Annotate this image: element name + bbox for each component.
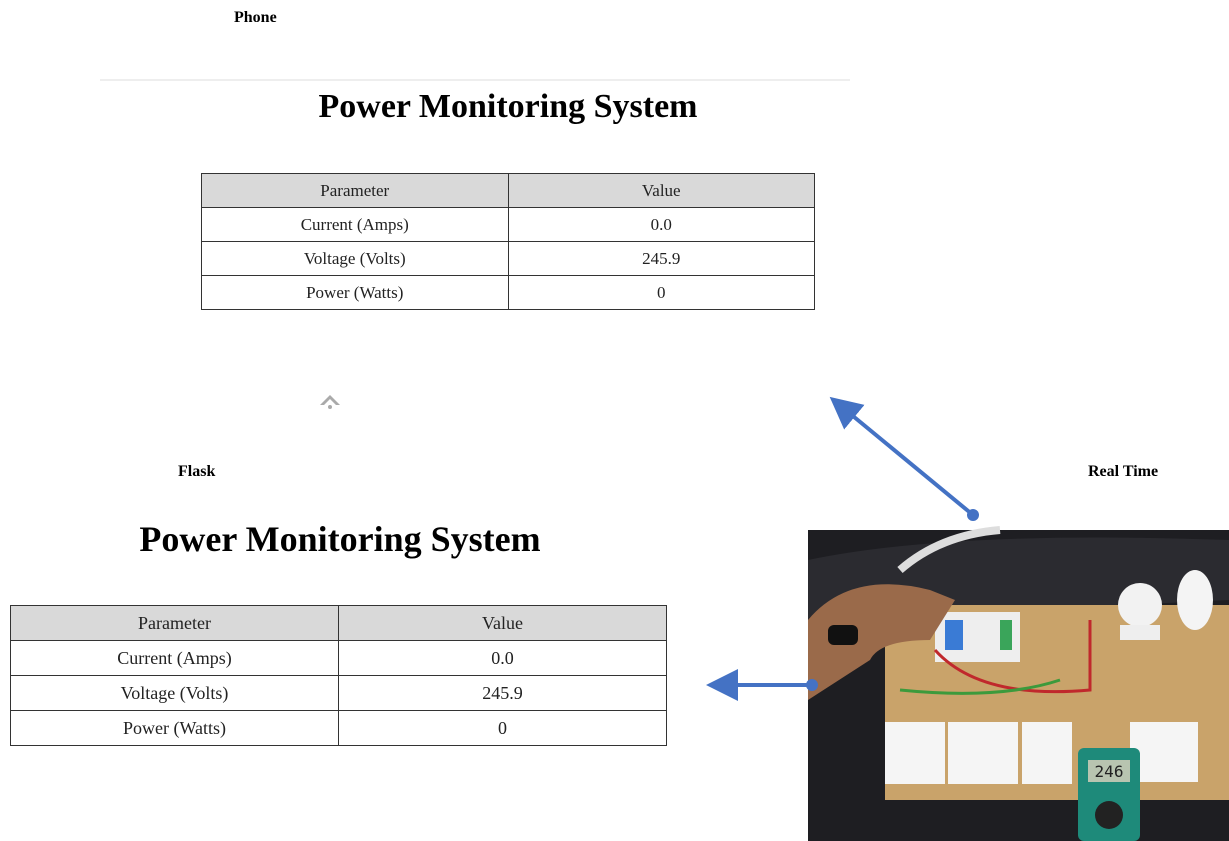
scroll-icon — [320, 395, 340, 409]
table-row: Current (Amps) 0.0 — [201, 207, 815, 242]
table-row: Voltage (Volts) 245.9 — [10, 675, 667, 711]
table-cell: Power (Watts) — [10, 710, 339, 746]
table-row: Power (Watts) 0 — [10, 710, 667, 746]
photo: 246 — [808, 526, 1229, 841]
table-row: Power (Watts) 0 — [201, 275, 815, 310]
table-row: Current (Amps) 0.0 — [10, 640, 667, 676]
table-cell: 245.9 — [507, 241, 815, 276]
header-row: Parameter Value — [10, 605, 667, 641]
meter-reading: 246 — [1095, 762, 1124, 781]
table-cell: 0 — [338, 710, 667, 746]
arrow-to-flask — [706, 669, 818, 701]
arrow-to-phone — [829, 396, 979, 521]
table-row: Voltage (Volts) 245.9 — [201, 241, 815, 276]
real-time-label: Real Time — [1088, 463, 1159, 480]
flask-table: Parameter Value Current (Amps) 0.0 Voltage (… — [10, 605, 667, 746]
header-row: Parameter Value — [201, 173, 815, 208]
header-cell: Parameter — [10, 605, 339, 641]
header-cell: Value — [338, 605, 667, 641]
table-cell: Voltage (Volts) — [201, 241, 509, 276]
table-cell: Power (Watts) — [201, 275, 509, 310]
flask-title: Power Monitoring System — [139, 519, 541, 559]
header-cell: Value — [507, 173, 815, 208]
phone-label: Phone — [234, 9, 277, 26]
phone-title: Power Monitoring System — [318, 88, 698, 125]
table-cell: 0.0 — [507, 207, 815, 242]
table-cell: Current (Amps) — [10, 640, 339, 676]
table-cell: 0.0 — [338, 640, 667, 676]
flask-label: Flask — [178, 463, 216, 480]
header-cell: Parameter — [201, 173, 509, 208]
table-cell: 245.9 — [338, 675, 667, 711]
table-cell: 0 — [507, 275, 815, 310]
table-cell: Voltage (Volts) — [10, 675, 339, 711]
table-cell: Current (Amps) — [201, 207, 509, 242]
phone-table: Parameter Value Current (Amps) 0.0 Voltage (… — [201, 173, 815, 310]
